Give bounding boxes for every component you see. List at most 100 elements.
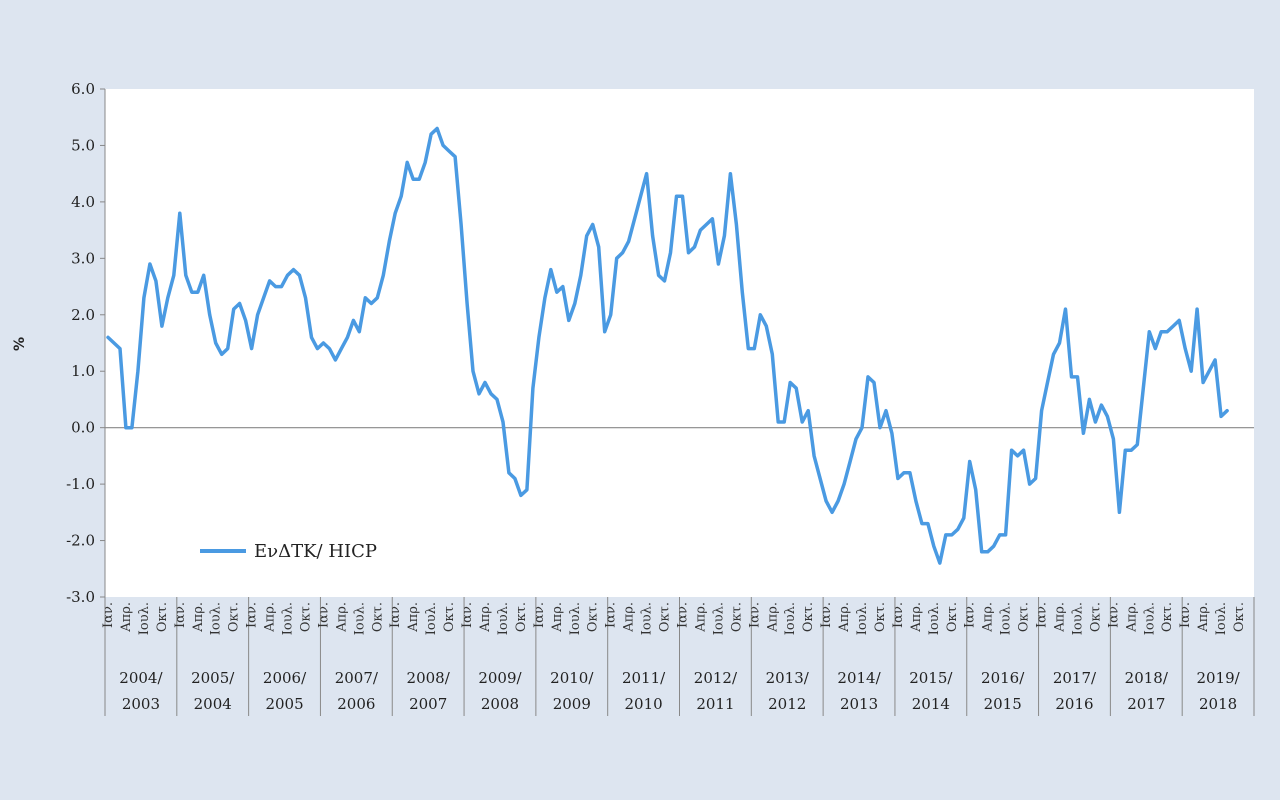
month-tick-label: Ιαν. bbox=[1106, 602, 1121, 628]
year-label-bottom: 2007 bbox=[409, 695, 447, 713]
year-label-top: 2014/ bbox=[837, 669, 881, 687]
month-tick-label: Οκτ. bbox=[1088, 602, 1103, 632]
year-label-top: 2010/ bbox=[550, 669, 594, 687]
month-tick-label: Απρ. bbox=[406, 602, 421, 633]
y-tick-label: 3.0 bbox=[71, 249, 95, 267]
month-tick-label: Οκτ. bbox=[801, 602, 816, 632]
month-tick-label: Απρ. bbox=[981, 602, 996, 633]
year-label-top: 2005/ bbox=[191, 669, 235, 687]
month-tick-label: Ιαν. bbox=[819, 602, 834, 628]
month-tick-label: Απρ. bbox=[837, 602, 852, 633]
legend: ΕνΔΤΚ/ HICP bbox=[200, 541, 377, 562]
month-tick-label: Ιουλ. bbox=[1142, 602, 1157, 635]
month-tick-label: Οκτ. bbox=[155, 602, 170, 632]
year-label-bottom: 2015 bbox=[984, 695, 1022, 713]
month-tick-label: Ιουλ. bbox=[1070, 602, 1085, 635]
y-tick-label: 2.0 bbox=[71, 306, 95, 324]
month-tick-label: Ιαν. bbox=[604, 602, 619, 628]
month-tick-label: Απρ. bbox=[1053, 602, 1068, 633]
month-tick-label: Απρ. bbox=[909, 602, 924, 633]
month-tick-label: Οκτ. bbox=[1017, 602, 1032, 632]
year-label-bottom: 2016 bbox=[1055, 695, 1093, 713]
month-tick-label: Απρ. bbox=[334, 602, 349, 633]
month-tick-label: Απρ. bbox=[478, 602, 493, 633]
month-tick-label: Ιουλ. bbox=[209, 602, 224, 635]
year-label-top: 2013/ bbox=[766, 669, 810, 687]
month-tick-label: Οκτ. bbox=[945, 602, 960, 632]
month-tick-label: Ιαν. bbox=[245, 602, 260, 628]
year-label-bottom: 2013 bbox=[840, 695, 878, 713]
month-tick-label: Απρ. bbox=[693, 602, 708, 633]
month-tick-label: Ιαν. bbox=[1178, 602, 1193, 628]
month-tick-label: Απρ. bbox=[119, 602, 134, 633]
year-label-top: 2008/ bbox=[407, 669, 451, 687]
month-tick-label: Ιουλ. bbox=[496, 602, 511, 635]
month-tick-label: Οκτ. bbox=[1232, 602, 1247, 632]
y-tick-label: 6.0 bbox=[71, 80, 95, 98]
y-tick-label: -1.0 bbox=[66, 475, 95, 493]
y-tick-label: 4.0 bbox=[71, 193, 95, 211]
year-label-bottom: 2008 bbox=[481, 695, 519, 713]
month-tick-label: Απρ. bbox=[1196, 602, 1211, 633]
month-tick-label: Ιαν. bbox=[532, 602, 547, 628]
year-label-bottom: 2009 bbox=[553, 695, 591, 713]
month-tick-label: Οκτ. bbox=[227, 602, 242, 632]
year-label-bottom: 2006 bbox=[337, 695, 375, 713]
year-label-bottom: 2018 bbox=[1199, 695, 1237, 713]
month-tick-label: Ιαν. bbox=[963, 602, 978, 628]
year-label-top: 2016/ bbox=[981, 669, 1025, 687]
year-label-bottom: 2003 bbox=[122, 695, 160, 713]
month-tick-label: Ιουλ. bbox=[999, 602, 1014, 635]
month-tick-label: Ιουλ. bbox=[137, 602, 152, 635]
month-tick-label: Ιουλ. bbox=[281, 602, 296, 635]
month-tick-label: Ιαν. bbox=[747, 602, 762, 628]
month-tick-label: Οκτ. bbox=[658, 602, 673, 632]
month-tick-label: Ιουλ. bbox=[640, 602, 655, 635]
year-label-top: 2006/ bbox=[263, 669, 307, 687]
year-label-bottom: 2012 bbox=[768, 695, 806, 713]
month-tick-label: Απρ. bbox=[191, 602, 206, 633]
month-tick-label: Οκτ. bbox=[729, 602, 744, 632]
month-tick-label: Απρ. bbox=[1124, 602, 1139, 633]
month-tick-label: Ιαν. bbox=[388, 602, 403, 628]
year-label-top: 2011/ bbox=[622, 669, 666, 687]
month-tick-label: Οκτ. bbox=[442, 602, 457, 632]
year-label-top: 2004/ bbox=[119, 669, 163, 687]
month-tick-label: Ιουλ. bbox=[1214, 602, 1229, 635]
year-label-bottom: 2005 bbox=[265, 695, 303, 713]
month-tick-label: Οκτ. bbox=[298, 602, 313, 632]
month-tick-label: Ιαν. bbox=[316, 602, 331, 628]
year-label-top: 2015/ bbox=[909, 669, 953, 687]
year-label-top: 2009/ bbox=[478, 669, 522, 687]
y-tick-label: -2.0 bbox=[66, 532, 95, 550]
month-tick-label: Ιαν. bbox=[675, 602, 690, 628]
month-tick-label: Ιουλ. bbox=[855, 602, 870, 635]
month-tick-label: Ιουλ. bbox=[783, 602, 798, 635]
month-tick-label: Απρ. bbox=[550, 602, 565, 633]
month-tick-label: Οκτ. bbox=[514, 602, 529, 632]
year-label-top: 2017/ bbox=[1053, 669, 1097, 687]
month-tick-label: Ιουλ. bbox=[568, 602, 583, 635]
month-tick-label: Απρ. bbox=[263, 602, 278, 633]
plot-area bbox=[105, 89, 1254, 597]
month-tick-label: Ιαν. bbox=[460, 602, 475, 628]
year-label-bottom: 2004 bbox=[194, 695, 232, 713]
month-tick-label: Οκτ. bbox=[586, 602, 601, 632]
y-tick-label: 0.0 bbox=[71, 419, 95, 437]
month-tick-label: Οκτ. bbox=[873, 602, 888, 632]
year-label-bottom: 2011 bbox=[696, 695, 734, 713]
month-tick-label: Οκτ. bbox=[1160, 602, 1175, 632]
y-tick-label: 5.0 bbox=[71, 136, 95, 154]
year-label-bottom: 2014 bbox=[912, 695, 950, 713]
year-label-top: 2019/ bbox=[1196, 669, 1240, 687]
month-tick-label: Ιαν. bbox=[1035, 602, 1050, 628]
year-label-bottom: 2017 bbox=[1127, 695, 1165, 713]
y-tick-label: 1.0 bbox=[71, 362, 95, 380]
year-label-top: 2007/ bbox=[335, 669, 379, 687]
month-tick-label: Ιαν. bbox=[173, 602, 188, 628]
month-tick-label: Ιουλ. bbox=[424, 602, 439, 635]
year-label-top: 2012/ bbox=[694, 669, 738, 687]
month-tick-label: Ιουλ. bbox=[352, 602, 367, 635]
month-tick-label: Ιαν. bbox=[891, 602, 906, 628]
